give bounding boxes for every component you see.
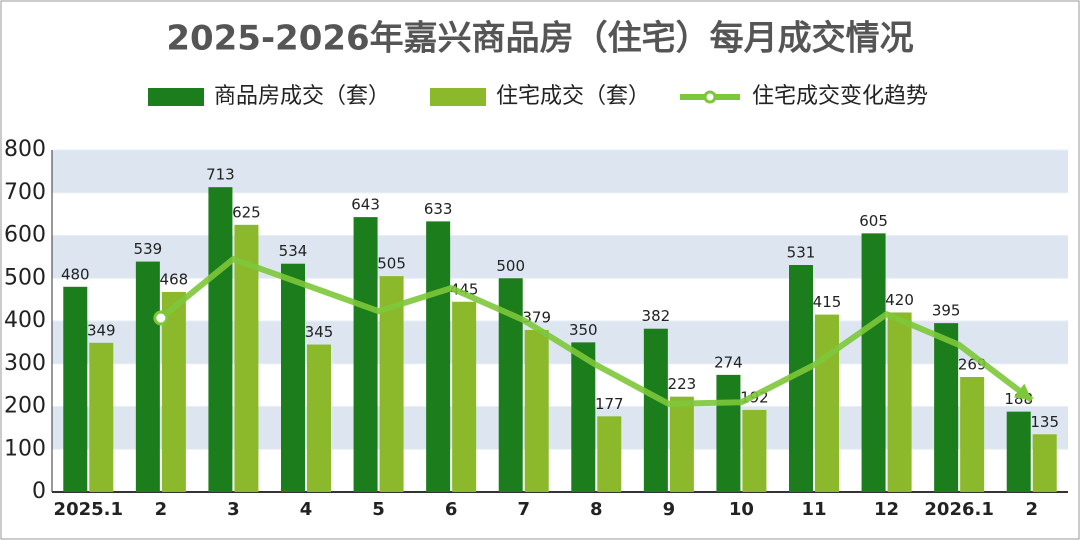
bar xyxy=(426,221,451,492)
bar xyxy=(353,217,378,492)
bar xyxy=(208,187,233,492)
bar xyxy=(669,396,694,492)
value-label: 274 xyxy=(714,353,743,371)
value-label: 480 xyxy=(61,265,90,283)
bar xyxy=(960,377,985,492)
bar xyxy=(861,233,886,493)
x-tick-label: 6 xyxy=(445,499,458,520)
trend-line xyxy=(158,256,1034,407)
value-label: 349 xyxy=(87,321,116,339)
legend-label: 住宅成交（套） xyxy=(496,84,650,109)
legend-label: 住宅成交变化趋势 xyxy=(752,84,928,109)
chart-title: 2025-2026年嘉兴商品房（住宅）每月成交情况 xyxy=(166,19,913,59)
bar xyxy=(63,286,88,492)
x-tick-label: 5 xyxy=(372,499,385,520)
value-label: 468 xyxy=(160,270,189,288)
value-label: 643 xyxy=(351,196,380,214)
bar xyxy=(281,263,305,492)
x-tick-label: 10 xyxy=(729,499,754,520)
bar xyxy=(452,301,477,492)
value-label: 177 xyxy=(595,395,624,413)
value-label: 505 xyxy=(377,255,406,273)
y-tick-label: 0 xyxy=(32,479,46,504)
x-tick-label: 2025.1 xyxy=(54,499,123,520)
value-label: 625 xyxy=(232,203,261,221)
x-tick-label: 8 xyxy=(590,499,603,520)
bar xyxy=(307,344,331,492)
x-tick-label: 11 xyxy=(801,499,826,520)
value-label: 223 xyxy=(668,375,697,393)
value-label: 420 xyxy=(885,291,914,309)
value-label: 534 xyxy=(279,242,308,260)
bar xyxy=(1006,411,1031,492)
value-label: 633 xyxy=(424,200,453,218)
value-label: 345 xyxy=(305,323,334,341)
band xyxy=(52,150,1068,193)
value-label: 605 xyxy=(859,212,888,230)
y-tick-label: 500 xyxy=(4,265,46,290)
bar xyxy=(597,416,622,492)
value-label: 500 xyxy=(496,257,525,275)
value-label: 531 xyxy=(787,243,816,261)
legend-swatch xyxy=(148,88,204,106)
band xyxy=(52,406,1068,450)
y-tick-label: 600 xyxy=(4,223,46,248)
bar xyxy=(1032,434,1057,492)
x-tick-label: 7 xyxy=(517,499,530,520)
x-tick-label: 3 xyxy=(227,499,240,520)
band xyxy=(52,235,1068,279)
y-tick-label: 300 xyxy=(4,351,46,376)
trend-arrow xyxy=(1013,383,1032,401)
legend-label: 商品房成交（套） xyxy=(214,84,390,109)
x-tick-label: 2026.1 xyxy=(924,499,993,520)
y-tick-label: 200 xyxy=(4,394,46,419)
bar xyxy=(887,312,912,492)
bar xyxy=(934,323,959,492)
value-label: 539 xyxy=(134,240,163,258)
bar xyxy=(524,329,549,492)
bar xyxy=(815,314,839,492)
trend-start xyxy=(153,310,169,326)
bar xyxy=(571,342,596,492)
value-label: 713 xyxy=(206,166,235,184)
y-tick-label: 400 xyxy=(4,308,46,333)
x-tick-label: 2 xyxy=(1025,499,1038,520)
value-label: 382 xyxy=(642,307,671,325)
y-tick-label: 800 xyxy=(4,137,46,162)
bar xyxy=(135,261,160,492)
bar xyxy=(643,328,668,492)
y-tick-label: 100 xyxy=(4,436,46,461)
bar xyxy=(89,342,114,492)
bar xyxy=(742,409,767,492)
x-tick-label: 9 xyxy=(663,499,676,520)
value-label: 395 xyxy=(932,302,961,320)
x-tick-label: 4 xyxy=(300,499,313,520)
x-tick-label: 2 xyxy=(155,499,168,520)
value-label: 135 xyxy=(1030,413,1059,431)
bar xyxy=(161,291,186,492)
legend-swatch-marker xyxy=(703,90,717,104)
x-tick-label: 12 xyxy=(874,499,899,520)
value-label: 350 xyxy=(569,321,598,339)
bar xyxy=(716,374,741,492)
value-label: 415 xyxy=(813,293,842,311)
y-tick-label: 700 xyxy=(4,180,46,205)
legend-swatch xyxy=(430,88,486,106)
